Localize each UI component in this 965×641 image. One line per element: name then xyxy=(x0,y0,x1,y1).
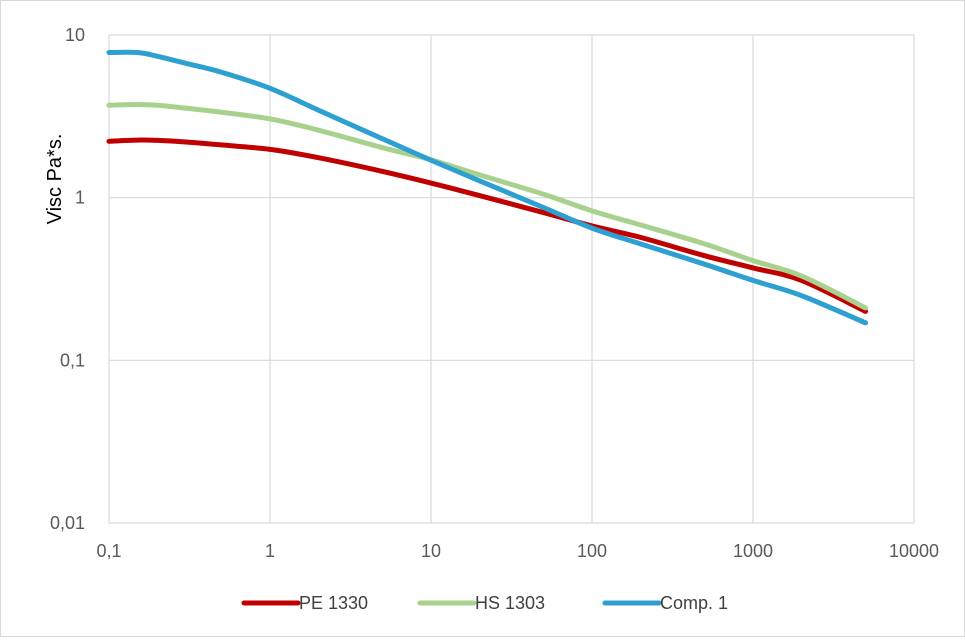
series-line-0 xyxy=(106,137,869,314)
y-axis-title: Visc Pa*s. xyxy=(44,134,66,225)
legend-label: PE 1330 xyxy=(299,593,368,613)
y-tick-label: 1 xyxy=(75,188,85,208)
y-tick-label: 10 xyxy=(65,25,85,45)
legend-label: HS 1303 xyxy=(475,593,545,613)
tick-layer: 0,1 1 10 100 1000 10000 10 1 0,1 0,01 xyxy=(50,25,939,561)
legend: PE 1330 HS 1303 Comp. 1 xyxy=(241,593,728,613)
x-tick-label: 10000 xyxy=(889,541,939,561)
x-tick-label: 1000 xyxy=(733,541,773,561)
y-tick-label: 0,01 xyxy=(50,513,85,533)
series-line-1 xyxy=(106,101,869,311)
x-tick-label: 0,1 xyxy=(96,541,121,561)
x-tick-label: 1 xyxy=(265,541,275,561)
legend-label: Comp. 1 xyxy=(660,593,728,613)
x-tick-label: 100 xyxy=(577,541,607,561)
y-tick-label: 0,1 xyxy=(60,350,85,370)
series-layer xyxy=(106,49,869,326)
series-line-2 xyxy=(106,49,869,326)
x-tick-label: 10 xyxy=(421,541,441,561)
